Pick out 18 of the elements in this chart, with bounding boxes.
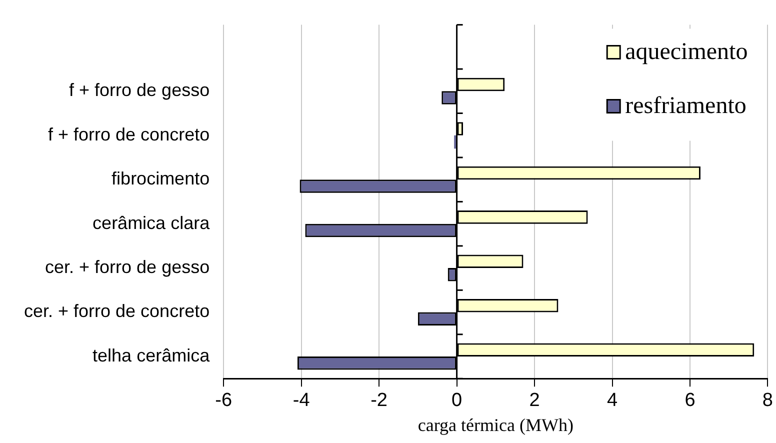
y-tick-label: f + forro de gesso: [69, 80, 210, 100]
y-tick-label: fibrocimento: [112, 168, 210, 189]
y-tick-label: cer. + forro de gesso: [45, 257, 210, 278]
x-tick-label: 0: [452, 390, 462, 412]
legend-label: resfriamento: [625, 93, 746, 120]
x-tick-label: -2: [370, 390, 388, 412]
x-tick-label: 8: [762, 390, 774, 412]
y-tick-label: telha cerâmica: [92, 345, 211, 366]
x-tick-label: -4: [292, 390, 310, 412]
y-tick-label: cer. + forro de concreto: [24, 301, 210, 322]
x-tick-label: 6: [684, 390, 696, 412]
x-tick-label: 2: [529, 390, 540, 412]
x-tick-label: 4: [606, 390, 618, 412]
x-tick-label: -6: [215, 390, 232, 412]
legend-label: aquecimento: [625, 39, 748, 66]
y-tick-label: cerâmica clara: [92, 212, 211, 233]
x-axis-title: carga térmica (MWh): [418, 414, 574, 435]
y-tick-label: f + forro de concreto: [48, 124, 210, 144]
